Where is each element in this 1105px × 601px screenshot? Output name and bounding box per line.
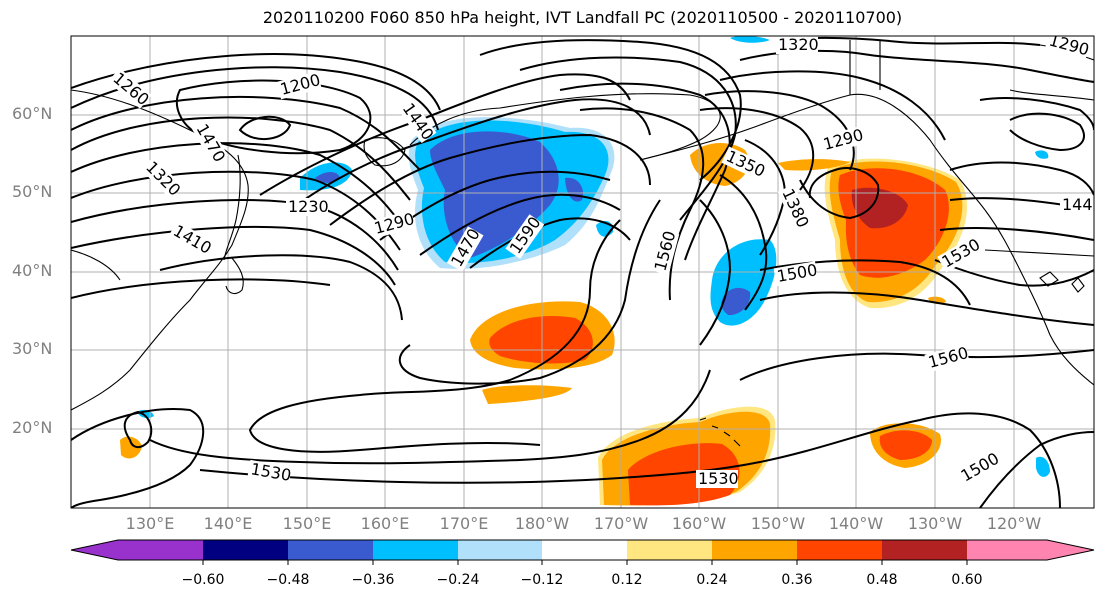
colorbar-bin-neg-0-36 (373, 540, 458, 560)
colorbar (70, 539, 1095, 565)
colorbar-tick-label: 0.12 (611, 572, 643, 588)
lon-label-170e: 170°E (439, 514, 489, 533)
lon-label-150e: 150°E (282, 514, 332, 533)
colorbar-tick-label: −0.60 (181, 572, 225, 588)
colorbar-tick-label: −0.12 (520, 572, 564, 588)
colorbar-over-arrow (1047, 540, 1094, 560)
ivt-shade-red-central (489, 316, 593, 364)
contour-label-1440-east: 1440 (1062, 195, 1103, 214)
lon-label-180w: 180°W (514, 514, 570, 533)
lon-label-170w: 170°W (593, 514, 649, 533)
colorbar-bin-neg-0-48 (288, 540, 373, 560)
contour-label-1320-north: 1320 (778, 35, 819, 54)
lon-label-150w: 150°W (750, 514, 806, 533)
colorbar-tick-label: 0.48 (866, 572, 898, 588)
lat-label-40n: 40°N (12, 261, 53, 280)
ivt-shade-orange-sw (120, 436, 142, 459)
colorbar-bin-over (967, 540, 1047, 560)
colorbar-bin-under (118, 540, 203, 560)
colorbar-outline (70, 539, 1095, 561)
height-contours (71, 36, 1094, 508)
lat-label-60n: 60°N (12, 104, 53, 123)
lon-label-160w: 160°W (671, 514, 727, 533)
ivt-shade-red-east (879, 430, 932, 460)
lon-label-130w: 130°W (907, 514, 963, 533)
ivt-shade-blue-top (730, 36, 770, 43)
colorbar-bin-pos-0-36 (797, 540, 882, 560)
lat-label-50n: 50°N (12, 182, 53, 201)
colorbar-tick-label: 0.24 (696, 572, 728, 588)
lon-label-160e: 160°E (360, 514, 410, 533)
ivt-shade-blue-se (1036, 456, 1050, 477)
map-border (70, 35, 1095, 509)
lon-label-120w: 120°W (986, 514, 1042, 533)
lon-label-140w: 140°W (828, 514, 884, 533)
ivt-shade-orange-central-strip (482, 385, 572, 404)
ivt-shade-darkred-ne (851, 187, 908, 229)
contour-label-1530-south: 1530 (698, 469, 739, 488)
ivt-shade-orange-ne-strip (778, 159, 850, 171)
colorbar-tick-label: 0.60 (951, 572, 983, 588)
colorbar-bin-pos-0-24 (712, 540, 797, 560)
lat-label-30n: 30°N (12, 339, 53, 358)
lat-label-20n: 20°N (12, 418, 53, 437)
colorbar-bin-neutral (542, 540, 627, 560)
colorbar-bin-pos-0-12 (627, 540, 712, 560)
lon-label-130e: 130°E (125, 514, 175, 533)
colorbar-under-arrow (71, 540, 118, 560)
colorbar-bin-neg-0-24 (458, 540, 542, 560)
graticule (71, 36, 1094, 508)
colorbar-bin-pos-0-48 (882, 540, 967, 560)
figure-title: 2020110200 F060 850 hPa height, IVT Land… (262, 8, 903, 27)
colorbar-tick-label: −0.24 (436, 572, 480, 588)
colorbar-tick-label: −0.48 (266, 572, 310, 588)
ivt-shade-red-hawaii (628, 443, 740, 506)
ivt-shade-blue-ne-pacific-core (721, 287, 751, 316)
colorbar-tick-label: 0.36 (781, 572, 813, 588)
lon-label-140e: 140°E (203, 514, 253, 533)
ivt-shade-blue-ne-small (1035, 150, 1049, 159)
contour-label-1230: 1230 (288, 197, 329, 216)
colorbar-bin-neg-0-60 (203, 540, 288, 560)
colorbar-tick-label: −0.36 (351, 572, 395, 588)
